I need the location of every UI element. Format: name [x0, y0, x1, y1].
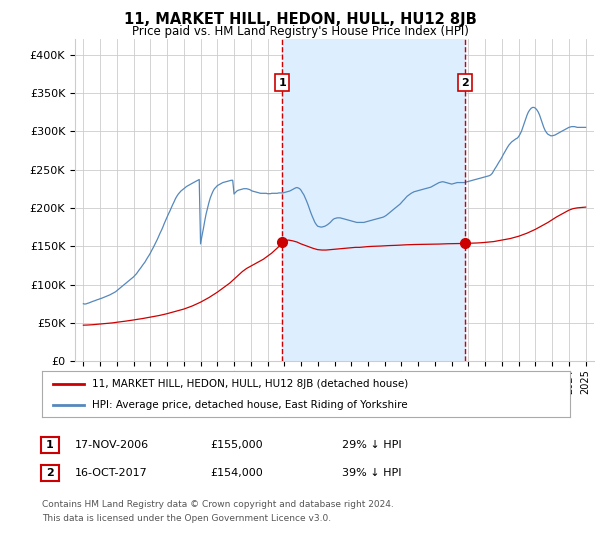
Text: 29% ↓ HPI: 29% ↓ HPI	[342, 440, 401, 450]
Text: 11, MARKET HILL, HEDON, HULL, HU12 8JB: 11, MARKET HILL, HEDON, HULL, HU12 8JB	[124, 12, 476, 27]
Text: £155,000: £155,000	[210, 440, 263, 450]
Text: 11, MARKET HILL, HEDON, HULL, HU12 8JB (detached house): 11, MARKET HILL, HEDON, HULL, HU12 8JB (…	[92, 379, 409, 389]
Text: 17-NOV-2006: 17-NOV-2006	[75, 440, 149, 450]
Text: 2: 2	[46, 468, 53, 478]
Text: Price paid vs. HM Land Registry's House Price Index (HPI): Price paid vs. HM Land Registry's House …	[131, 25, 469, 38]
Text: 2: 2	[461, 78, 469, 88]
Text: 16-OCT-2017: 16-OCT-2017	[75, 468, 148, 478]
Bar	[282, 39, 465, 361]
Text: This data is licensed under the Open Government Licence v3.0.: This data is licensed under the Open Gov…	[42, 514, 331, 522]
Text: 1: 1	[46, 440, 53, 450]
Text: £154,000: £154,000	[210, 468, 263, 478]
Text: 1: 1	[278, 78, 286, 88]
Text: HPI: Average price, detached house, East Riding of Yorkshire: HPI: Average price, detached house, East…	[92, 400, 408, 410]
Text: Contains HM Land Registry data © Crown copyright and database right 2024.: Contains HM Land Registry data © Crown c…	[42, 500, 394, 509]
Text: 39% ↓ HPI: 39% ↓ HPI	[342, 468, 401, 478]
